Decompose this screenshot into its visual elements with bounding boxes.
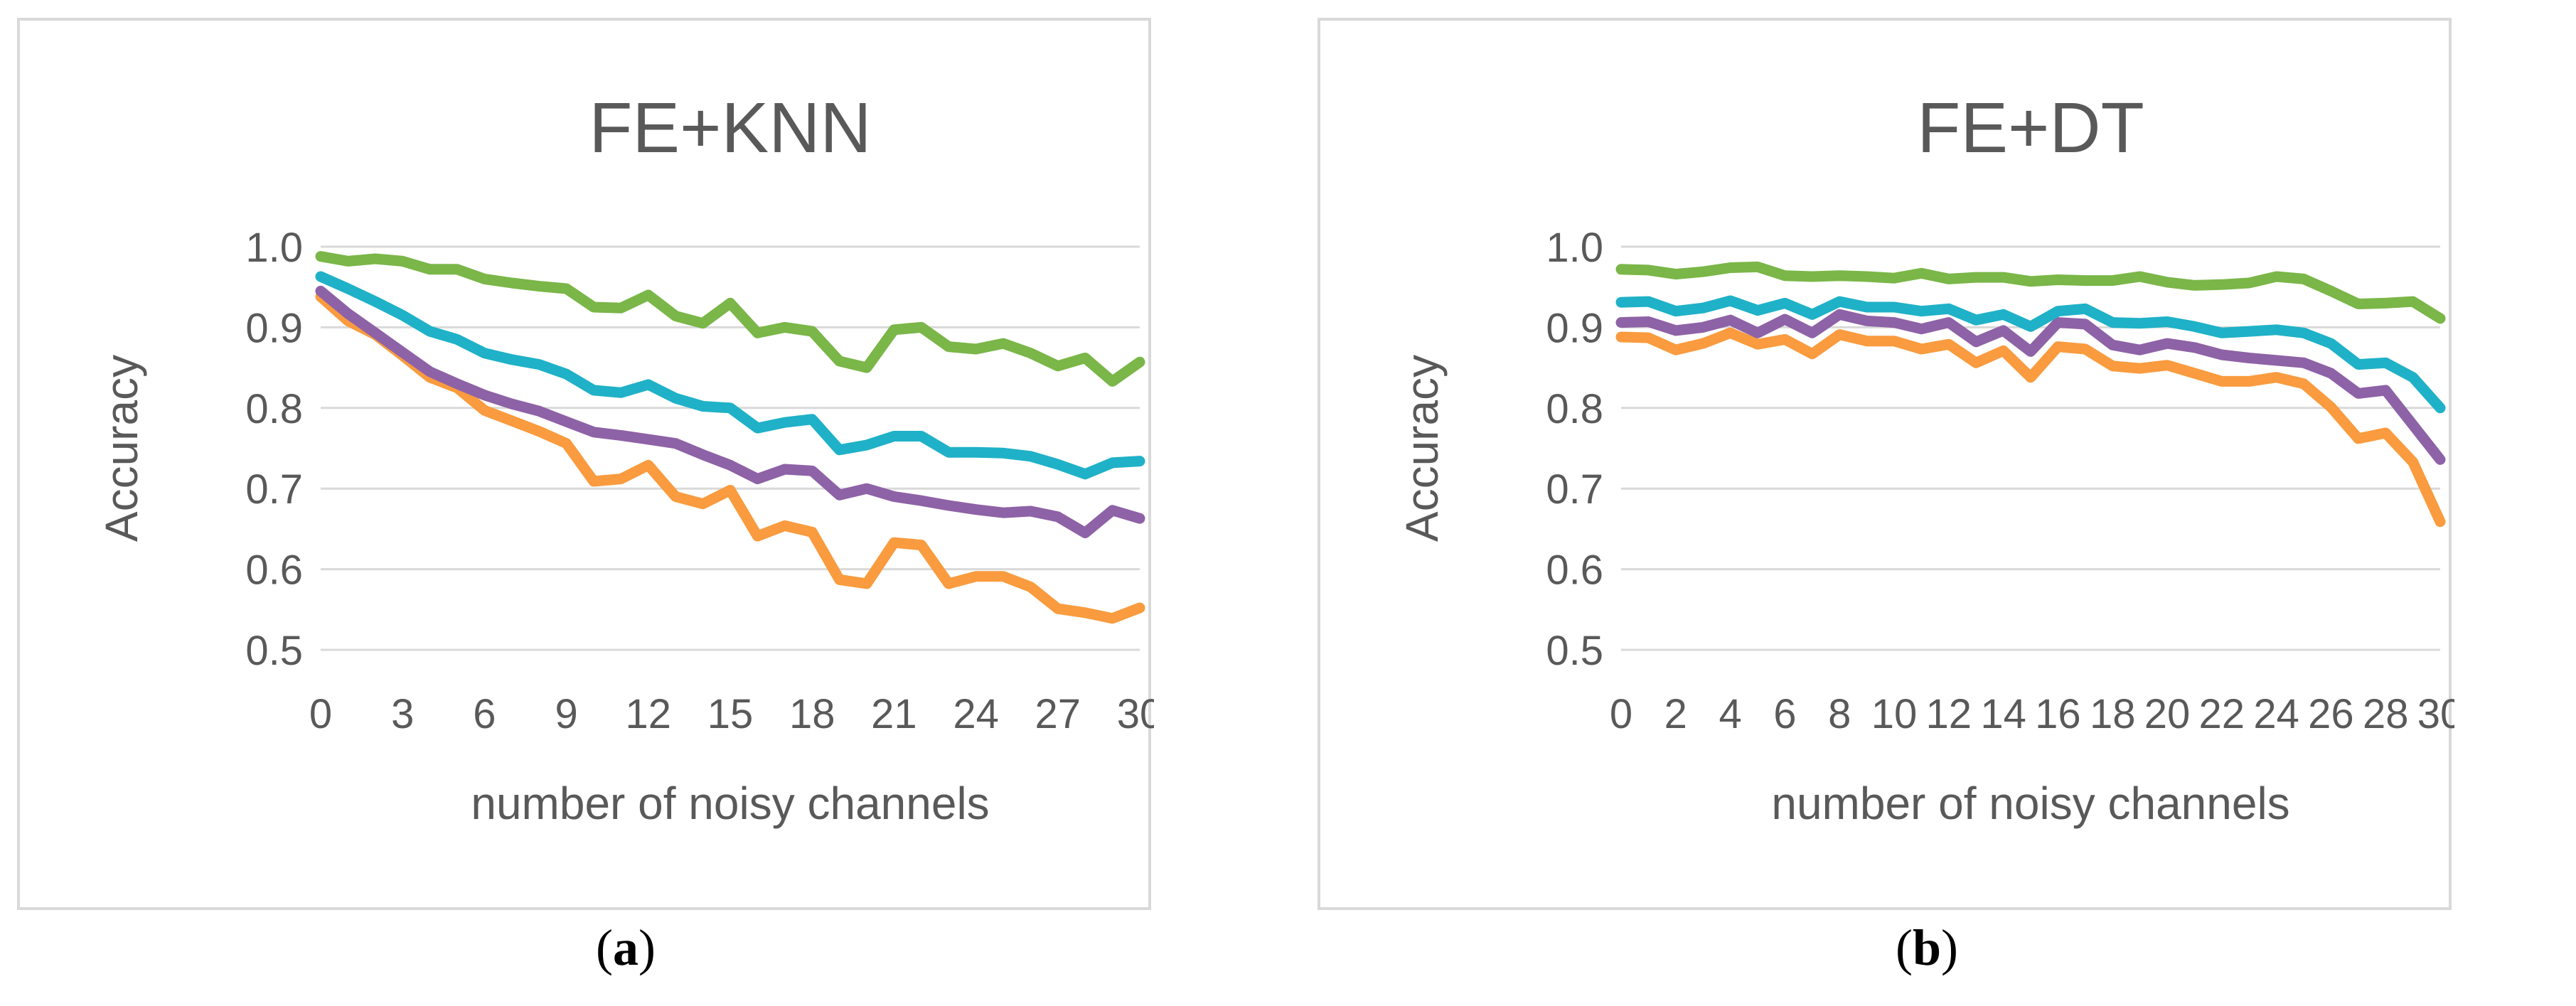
caption-a-label: a	[613, 919, 638, 976]
x-tick-label: 24	[2253, 691, 2299, 737]
x-tick-label: 8	[1828, 691, 1851, 737]
x-tick-label: 6	[1773, 691, 1796, 737]
x-tick-label: 18	[2090, 691, 2136, 737]
chart-panel-a: FE+KNN 0.5 0.6 0.7 0.8 0.9 1.0 0 3 6 9 12 15 18 21 24 27…	[17, 18, 1154, 910]
series-line-green	[315, 251, 1145, 387]
series-line-purple	[1615, 309, 2446, 465]
x-tick-label: 22	[2199, 691, 2245, 737]
x-tick-label: 30	[2417, 691, 2454, 737]
x-tick-label: 2	[1664, 691, 1687, 737]
chart-panel-b: FE+DT 0.5 0.6 0.7 0.8 0.9 1.0 0 2 4 6 8 10 12 14 16 18 20…	[1318, 18, 2454, 910]
x-axis-label: number of noisy channels	[471, 778, 989, 829]
y-tick-label: 1.0	[1546, 225, 1603, 271]
x-tick-label: 14	[1980, 691, 2026, 737]
y-tick-label: 0.6	[1546, 547, 1603, 594]
y-tick-label: 0.8	[1546, 386, 1603, 432]
x-tick-label: 27	[1035, 691, 1081, 737]
x-tick-label: 12	[1926, 691, 1972, 737]
chart-title: FE+KNN	[589, 88, 871, 168]
x-tick-label: 26	[2308, 691, 2354, 737]
y-tick-label: 0.5	[1546, 628, 1603, 674]
x-tick-label: 0	[309, 691, 332, 737]
x-tick-label: 9	[555, 691, 577, 737]
caption-b: (b)	[1895, 919, 1958, 976]
caption-b-label: b	[1912, 919, 1942, 976]
series-line-purple	[315, 285, 1145, 539]
chart-a: FE+KNN 0.5 0.6 0.7 0.8 0.9 1.0 0 3 6 9 12 15 18 21 24 27…	[96, 88, 1154, 829]
x-tick-label: 3	[391, 691, 414, 737]
x-tick-label: 6	[473, 691, 496, 737]
x-axis-label: number of noisy channels	[1771, 778, 2289, 829]
x-tick-label: 10	[1871, 691, 1918, 737]
x-tick-label: 28	[2363, 691, 2409, 737]
y-axis-label: Accuracy	[96, 355, 147, 542]
y-tick-label: 0.5	[245, 628, 303, 674]
x-tick-label: 12	[626, 691, 672, 737]
chart-b: FE+DT0.50.60.70.80.91.00 2 4 6 8 10 12 14 16 18 20…	[1396, 88, 2454, 829]
y-tick-label: 1.0	[245, 225, 303, 271]
series-line-green	[1615, 261, 2446, 324]
x-tick-label: 21	[871, 691, 917, 737]
series-line-blue	[315, 271, 1145, 480]
series-line-blue	[1615, 295, 2446, 414]
x-tick-label: 15	[707, 691, 754, 737]
x-tick-label: 0	[1610, 691, 1632, 737]
x-tick-label: 24	[953, 691, 999, 737]
y-tick-label: 0.7	[1546, 466, 1603, 513]
y-tick-label: 0.9	[245, 305, 303, 351]
y-tick-label: 0.6	[245, 547, 303, 594]
series-line-orange	[1615, 327, 2446, 528]
y-tick-label: 0.9	[1546, 305, 1603, 351]
x-tick-label: 18	[789, 691, 835, 737]
x-tick-label: 16	[2035, 691, 2081, 737]
x-tick-label: 4	[1719, 691, 1741, 737]
x-tick-label: 30	[1117, 691, 1154, 737]
caption-a: (a)	[596, 919, 656, 976]
y-tick-label: 0.7	[245, 466, 303, 513]
chart-title: FE+DT	[1917, 88, 2144, 168]
y-tick-label: 0.8	[245, 386, 303, 432]
x-tick-label: 20	[2144, 691, 2191, 737]
y-axis-label: Accuracy	[1396, 355, 1448, 542]
